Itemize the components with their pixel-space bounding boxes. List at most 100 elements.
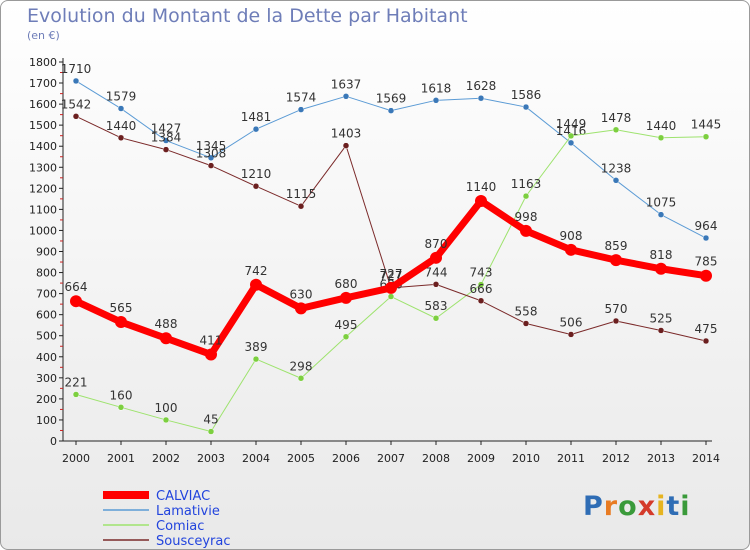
data-point [340, 291, 352, 304]
data-label: 506 [560, 315, 583, 329]
x-tick-label: 2004 [242, 452, 270, 465]
data-label: 1449 [556, 117, 587, 131]
data-point [612, 317, 620, 325]
data-point [565, 243, 577, 256]
data-label: 1440 [106, 119, 137, 133]
data-point [432, 314, 440, 322]
y-tick-label: 1300 [29, 161, 57, 174]
data-point [700, 269, 712, 282]
data-label: 666 [470, 282, 493, 296]
logo-letter: i [680, 491, 691, 522]
data-label: 1384 [151, 131, 182, 145]
data-point [72, 391, 80, 398]
data-point [72, 113, 80, 120]
x-tick-label: 2007 [377, 452, 405, 465]
data-label: 664 [65, 280, 88, 294]
logo-letter: o [618, 491, 638, 522]
data-point [297, 202, 305, 210]
x-tick-label: 2013 [647, 452, 675, 465]
logo-letter: r [603, 491, 619, 522]
data-point [250, 278, 262, 291]
data-label: 630 [290, 287, 313, 301]
data-point [252, 125, 260, 133]
data-point [72, 77, 80, 85]
y-tick-label: 900 [36, 246, 57, 259]
data-point [432, 97, 440, 104]
data-point [295, 302, 307, 315]
data-point [117, 105, 125, 112]
data-point [567, 331, 575, 338]
y-tick-label: 100 [36, 414, 57, 427]
data-point [117, 404, 125, 411]
data-point [655, 262, 667, 275]
x-tick-label: 2006 [332, 452, 360, 465]
y-tick-label: 200 [36, 393, 57, 406]
data-point [160, 332, 172, 345]
legend-label: Lamativie [156, 504, 220, 519]
data-point [477, 94, 485, 102]
data-point [70, 295, 82, 308]
data-label: 1403 [331, 127, 362, 141]
data-label: 1075 [646, 196, 677, 210]
data-label: 488 [155, 317, 178, 331]
data-point [207, 428, 215, 435]
data-point [612, 126, 620, 134]
data-label: 680 [335, 277, 358, 291]
data-point [657, 211, 665, 218]
series-lamativie: 1710 1579 1427 1345 1481 1574 1637 1569 1618 1628… [61, 62, 718, 242]
y-tick-label: 1600 [29, 98, 57, 111]
data-point [207, 154, 215, 162]
data-label: 1637 [331, 77, 362, 91]
data-point [657, 134, 665, 142]
y-tick-label: 500 [36, 330, 57, 343]
data-label: 411 [200, 333, 223, 347]
legend-label: Comiac [156, 519, 204, 534]
data-label: 998 [515, 210, 538, 224]
data-point [385, 281, 397, 294]
data-point [612, 177, 620, 184]
data-point [297, 375, 305, 382]
data-label: 742 [245, 264, 268, 278]
y-tick-label: 1700 [29, 77, 57, 90]
data-label: 1481 [241, 110, 272, 124]
data-point [702, 337, 710, 345]
data-label: 583 [425, 299, 448, 313]
series-sousceyrac: 1542 1440 1384 1308 1210 1115 1403 727 744 666 558… [61, 97, 717, 345]
data-label: 565 [110, 301, 133, 315]
data-point [477, 297, 485, 305]
data-point [252, 182, 260, 190]
data-label: 570 [605, 302, 628, 316]
data-point [567, 132, 575, 140]
x-tick-label: 2001 [107, 452, 135, 465]
data-label: 1427 [151, 122, 182, 136]
y-tick-label: 800 [36, 267, 57, 280]
data-point [475, 194, 487, 207]
data-label: 1618 [421, 81, 452, 95]
legend-label: Sousceyrac [156, 534, 231, 549]
data-point [520, 224, 532, 237]
data-label: 221 [65, 375, 88, 389]
data-label: 1586 [511, 88, 542, 102]
data-label: 1574 [286, 91, 317, 105]
y-tick-label: 1100 [29, 203, 57, 216]
data-label: 298 [290, 359, 313, 373]
data-point [117, 134, 125, 142]
x-tick-label: 2002 [152, 452, 180, 465]
x-tick-label: 2011 [557, 452, 585, 465]
data-point [342, 333, 350, 341]
data-label: 744 [425, 265, 448, 279]
y-tick-label: 0 [50, 435, 57, 448]
x-tick-label: 2009 [467, 452, 495, 465]
data-point [702, 234, 710, 242]
data-label: 1416 [556, 124, 587, 138]
data-label: 1163 [511, 177, 542, 191]
data-point [610, 254, 622, 267]
y-tick-label: 1800 [29, 56, 57, 69]
data-point [387, 107, 395, 114]
x-tick-label: 2003 [197, 452, 225, 465]
data-label: 964 [695, 219, 718, 233]
y-tick-label: 1000 [29, 224, 57, 237]
data-label: 818 [650, 248, 673, 262]
data-point [342, 93, 350, 100]
